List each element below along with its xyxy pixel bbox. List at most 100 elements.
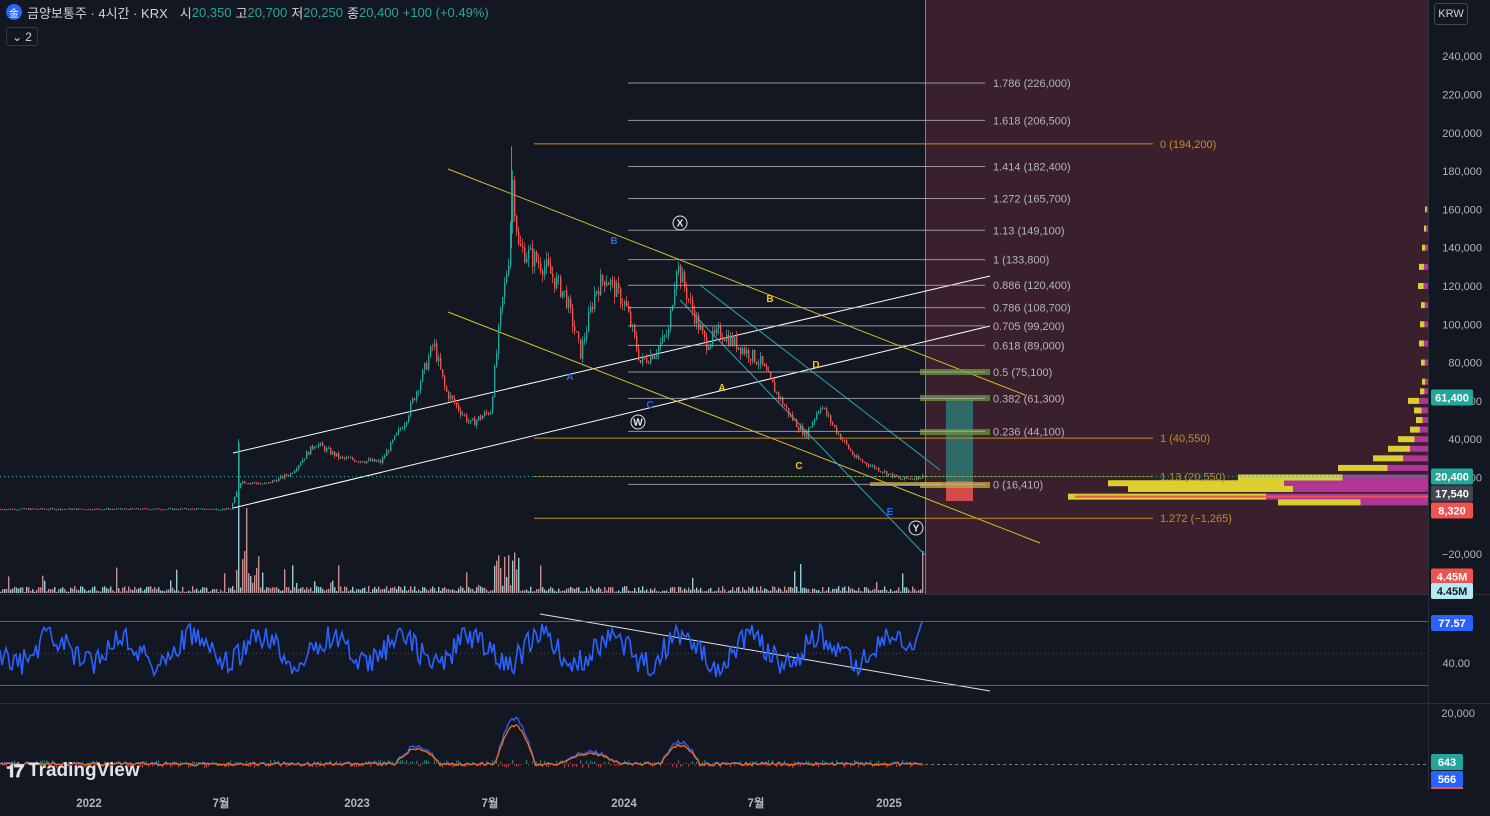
candle-body: [450, 395, 452, 400]
candle-body: [290, 473, 292, 476]
price-axis-label: 160,000: [1442, 204, 1482, 216]
volume-bar: [496, 560, 498, 593]
candle-body: [218, 509, 220, 511]
candle-body: [582, 340, 584, 359]
volume-bar: [440, 590, 442, 593]
macd-histogram-bar: [416, 760, 418, 764]
candle-body: [346, 457, 348, 459]
macd-histogram-bar: [422, 762, 424, 764]
volume-bar: [372, 589, 374, 593]
volume-bar: [18, 588, 20, 593]
currency-button[interactable]: KRW: [1434, 3, 1468, 25]
symbol-title[interactable]: 금양보통주 · 4시간 · KRX: [27, 5, 168, 21]
volume-bar: [572, 587, 574, 593]
candle-body: [454, 398, 456, 403]
candle-body: [120, 508, 122, 510]
symbol-header: 金 금양보통주 · 4시간 · KRX 시 20,350 고 20,700 저 20,…: [0, 0, 489, 24]
volume-bar: [838, 586, 840, 593]
volume-bar: [76, 589, 78, 593]
macd-histogram-bar: [270, 760, 272, 764]
macd-histogram-bar: [738, 764, 740, 765]
volume-bar: [730, 590, 732, 593]
macd-histogram-bar: [556, 760, 558, 764]
candle-body: [436, 343, 438, 362]
candle-body: [240, 483, 242, 488]
candle-body: [304, 458, 306, 460]
volume-bar: [218, 591, 220, 593]
volume-bar: [352, 586, 354, 593]
macd-histogram-bar: [792, 764, 794, 768]
candle-body: [472, 418, 474, 421]
volume-bar: [590, 586, 592, 593]
macd-histogram-bar: [776, 764, 778, 768]
candle-body: [98, 508, 100, 510]
volume-bar: [58, 589, 60, 593]
macd-histogram-bar: [408, 764, 410, 765]
candle-body: [70, 508, 72, 510]
candle-body: [322, 443, 324, 447]
candle-body: [678, 265, 680, 272]
volume-bar: [814, 588, 816, 593]
volume-bar: [602, 591, 604, 593]
candle-body: [624, 301, 626, 306]
candle-body: [746, 349, 748, 354]
candle-body: [292, 473, 294, 474]
candle-body: [338, 453, 340, 459]
candle-body: [670, 310, 672, 329]
volume-bar: [486, 589, 488, 593]
candle-body: [676, 271, 678, 290]
candle-body: [40, 508, 42, 510]
macd-histogram-bar: [180, 761, 182, 764]
candle-body: [316, 446, 318, 448]
candle-body: [300, 462, 302, 466]
price-badge-label: 61,400: [1435, 393, 1469, 405]
volume-bar: [256, 567, 258, 593]
macd-histogram-bar: [410, 761, 412, 764]
candle-body: [884, 471, 886, 473]
candle-body: [286, 474, 288, 476]
candle-body: [470, 420, 472, 422]
macd-histogram-bar: [440, 761, 442, 764]
candle-body: [710, 343, 712, 349]
volume-bar: [36, 589, 38, 593]
candle-body: [336, 453, 338, 457]
volume-bar: [642, 586, 644, 593]
macd-histogram-bar: [446, 760, 448, 764]
volume-bar: [326, 589, 328, 593]
volume-bar: [46, 591, 48, 593]
candle-body: [512, 180, 514, 223]
volume-bar: [708, 588, 710, 593]
indicator-collapse-button[interactable]: ⌄ 2: [6, 27, 38, 46]
volume-bar: [356, 588, 358, 593]
volume-bar: [628, 590, 630, 593]
volume-bar: [752, 586, 754, 593]
volume-bar: [296, 582, 298, 593]
candle-body: [10, 508, 12, 510]
volume-bar: [456, 591, 458, 593]
macd-histogram-bar: [194, 761, 196, 764]
candle-body: [742, 348, 744, 355]
macd-histogram-bar: [66, 764, 68, 768]
volume-bar: [570, 586, 572, 593]
macd-histogram-bar: [740, 761, 742, 764]
candle-body: [404, 424, 406, 429]
volume-bar: [90, 589, 92, 593]
rsi-line: [0, 621, 923, 678]
candle-body: [392, 439, 394, 443]
candle-body: [378, 460, 380, 462]
candle-body: [908, 478, 910, 480]
macd-histogram-bar: [320, 761, 322, 764]
volume-bar: [546, 590, 548, 593]
volume-bar: [302, 587, 304, 593]
macd-histogram-bar: [698, 764, 700, 765]
price-badge: [1431, 468, 1473, 485]
volume-bar: [688, 587, 690, 593]
candle-body: [806, 430, 808, 438]
candle-body: [310, 445, 312, 455]
volume-bar: [712, 591, 714, 593]
volume-bar: [396, 589, 398, 593]
macd-histogram-bar: [448, 764, 450, 766]
volume-bar: [738, 586, 740, 593]
volume-bar: [476, 587, 478, 593]
